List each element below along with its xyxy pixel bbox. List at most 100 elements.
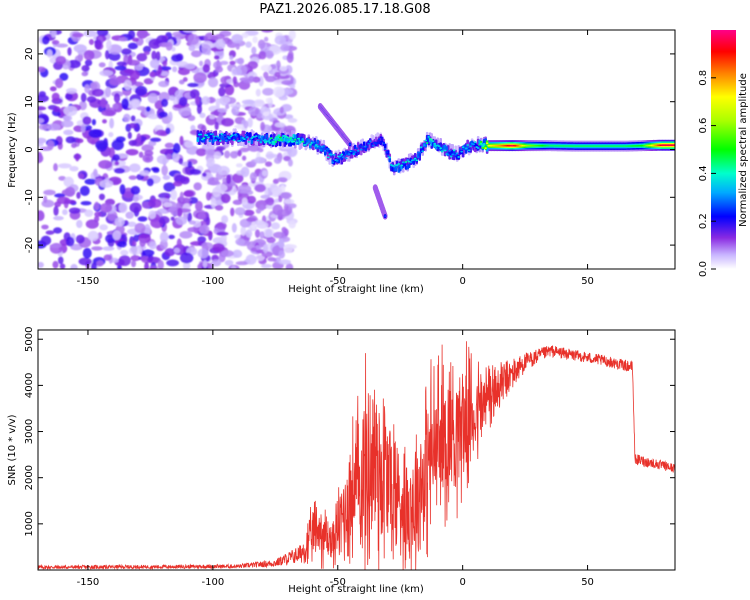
y-tick-label: 1000: [24, 511, 35, 536]
noise-blob: [132, 99, 141, 108]
noise-blob: [145, 106, 151, 112]
noise-blob: [64, 186, 76, 198]
ridge-cell: [208, 140, 212, 143]
noise-blob: [71, 142, 77, 149]
noise-blob: [278, 259, 292, 265]
noise-blob: [261, 30, 274, 33]
noise-blob: [164, 142, 174, 149]
noise-blob: [105, 86, 112, 98]
noise-blob: [38, 106, 47, 111]
noise-blob: [254, 184, 266, 193]
noise-blob: [225, 174, 232, 185]
noise-blob: [136, 106, 147, 111]
ridge-cell: [340, 153, 344, 156]
noise-blob: [130, 81, 144, 87]
noise-blob: [91, 118, 97, 126]
ridge-cell: [427, 136, 430, 138]
noise-blob: [217, 107, 228, 113]
noise-blob: [193, 72, 207, 84]
ridge-cell: [238, 140, 242, 142]
noise-blob: [254, 108, 259, 115]
ridge-cell: [368, 140, 372, 143]
spectrogram-noise-layer: [38, 30, 298, 269]
noise-blob: [210, 110, 222, 116]
noise-blob: [260, 194, 270, 199]
ridge-cell: [476, 147, 480, 149]
noise-blob: [81, 65, 90, 72]
noise-blob: [184, 63, 196, 70]
colorbar-title: Normalized spectral amplitude: [738, 73, 749, 227]
noise-blob: [82, 247, 92, 259]
noise-blob: [69, 165, 79, 172]
noise-blob: [94, 211, 102, 218]
noise-blob: [159, 239, 168, 250]
ridge-cell: [296, 137, 300, 140]
noise-blob: [274, 71, 281, 78]
noise-blob: [202, 172, 207, 177]
noise-blob: [260, 121, 266, 131]
ridge-cell: [461, 146, 465, 149]
noise-blob: [67, 47, 72, 56]
noise-blob: [127, 42, 138, 50]
noise-blob: [53, 227, 63, 234]
noise-blob: [102, 246, 115, 251]
x-tick-label: 50: [581, 276, 594, 287]
ridge-cell: [418, 151, 422, 154]
ridge-cell: [358, 145, 362, 147]
noise-blob: [125, 211, 134, 219]
ridge-cell: [292, 140, 296, 143]
noise-blob: [40, 235, 52, 246]
ridge-cell: [343, 154, 347, 157]
ridge-cell: [472, 143, 475, 146]
noise-blob: [95, 140, 109, 150]
noise-blob: [129, 202, 142, 214]
noise-blob: [265, 50, 274, 59]
noise-blob: [141, 144, 154, 152]
y-tick-label: 4000: [24, 373, 35, 398]
noise-blob: [99, 202, 113, 213]
colorbar-gradient: [711, 30, 736, 269]
noise-blob: [189, 168, 202, 175]
noise-blob: [148, 140, 157, 147]
noise-blob: [38, 210, 45, 222]
noise-blob: [184, 140, 194, 148]
noise-blob: [91, 88, 104, 97]
ridge-cell: [329, 153, 333, 156]
noise-blob: [65, 87, 78, 94]
ridge-cell: [443, 149, 447, 152]
noise-blob: [188, 197, 199, 204]
noise-blob: [241, 32, 249, 39]
noise-blob: [129, 163, 141, 173]
noise-blob: [245, 254, 257, 265]
noise-blob: [249, 172, 257, 182]
noise-blob: [165, 127, 171, 135]
noise-blob: [53, 106, 61, 113]
noise-blob: [287, 159, 293, 167]
noise-blob: [235, 163, 243, 168]
ridge-cell: [469, 145, 472, 148]
noise-blob: [287, 146, 298, 158]
ridge-cell: [258, 136, 261, 139]
noise-blob: [93, 168, 98, 177]
noise-blob: [149, 59, 160, 69]
noise-blob: [134, 64, 144, 71]
noise-blob: [89, 82, 98, 90]
noise-blob: [143, 78, 154, 85]
chart-title: PAZ1.2026.085.17.18.G08: [259, 2, 430, 17]
noise-blob: [288, 30, 296, 40]
noise-blob: [254, 219, 265, 226]
ridge-cell: [335, 159, 339, 162]
ridge-cell: [412, 160, 416, 165]
spectrogram-x-ticks: -150 -100 -50 0 50: [77, 30, 594, 287]
noise-blob: [202, 63, 211, 73]
ridge-cell: [240, 135, 243, 138]
noise-blob: [167, 111, 173, 122]
noise-blob: [99, 70, 114, 77]
noise-blob: [258, 50, 267, 60]
ridge-cell: [216, 135, 219, 138]
noise-blob: [80, 92, 87, 103]
noise-blob: [272, 231, 286, 239]
noise-blob: [109, 118, 115, 129]
noise-blob: [38, 124, 49, 130]
